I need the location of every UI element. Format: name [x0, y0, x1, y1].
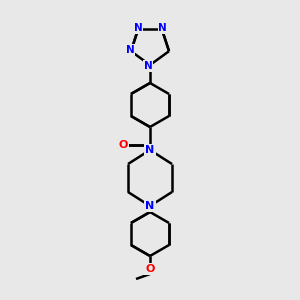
Text: N: N — [134, 23, 142, 33]
Text: N: N — [146, 145, 154, 155]
Text: O: O — [118, 140, 128, 150]
Text: N: N — [126, 45, 134, 55]
Text: N: N — [144, 61, 152, 71]
Text: N: N — [146, 201, 154, 211]
Text: N: N — [158, 23, 167, 33]
Text: O: O — [145, 264, 155, 274]
